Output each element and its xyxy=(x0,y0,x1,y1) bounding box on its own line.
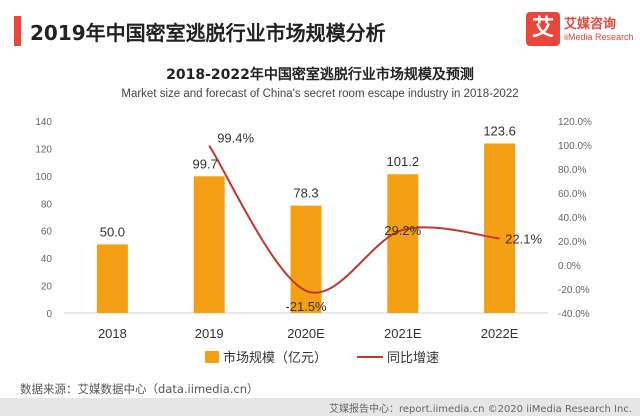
x-tick-label: 2020E xyxy=(287,326,325,341)
y-left-tick-label: 0 xyxy=(46,309,52,320)
iimedia-logo: 艾 艾媒咨询 iiMedia Research xyxy=(526,12,636,52)
footer-text: 艾媒报告中心：report.iimedia.cn ©2020 iiMedia R… xyxy=(328,404,632,415)
growth-rate-line xyxy=(208,145,500,294)
bar xyxy=(484,143,516,313)
y-right-tick-label: 120.0% xyxy=(558,117,592,128)
y-left-tick-label: 80 xyxy=(41,199,53,210)
bar-value-label: 123.6 xyxy=(483,123,516,138)
y-right-tick-label: 0.0% xyxy=(558,261,581,272)
legend-bar-label: 市场规模（亿元） xyxy=(223,351,328,366)
header: 2019年中国密室逃脱行业市场规模分析 艾 艾媒咨询 iiMedia Resea… xyxy=(0,0,640,50)
bar-value-label: 101.2 xyxy=(387,154,420,169)
legend-bar-swatch xyxy=(205,351,219,363)
bar xyxy=(290,205,322,313)
logo-icon: 艾 xyxy=(526,12,560,46)
legend-line-swatch xyxy=(357,356,384,358)
chart-title: 2018-2022年中国密室逃脱行业市场规模及预测 xyxy=(166,67,474,83)
growth-value-label: 22.1% xyxy=(505,231,542,246)
legend-line-label: 同比增速 xyxy=(387,351,440,366)
y-left-tick-label: 20 xyxy=(41,282,53,293)
bar-value-label: 78.3 xyxy=(293,186,318,201)
y-left-tick-label: 60 xyxy=(41,227,53,238)
x-tick-label: 2021E xyxy=(384,326,422,341)
y-left-tick-label: 120 xyxy=(35,144,52,155)
bar xyxy=(387,174,419,313)
bar-value-label: 99.7 xyxy=(193,156,218,171)
y-right-tick-label: -40.0% xyxy=(558,309,590,320)
chart-subtitle: Market size and forecast of China's secr… xyxy=(121,88,519,100)
logo-en-text: iiMedia Research xyxy=(564,32,634,42)
chart-legend: 市场规模（亿元） 同比增速 xyxy=(205,347,439,367)
y-right-tick-label: 20.0% xyxy=(558,237,586,248)
page-title: 2019年中国密室逃脱行业市场规模分析 xyxy=(30,21,386,45)
growth-value-label: -21.5% xyxy=(285,299,327,314)
y-right-tick-label: 40.0% xyxy=(558,213,586,224)
logo-cn-text: 艾媒咨询 xyxy=(564,17,617,32)
y-left-tick-label: 40 xyxy=(41,254,53,265)
bar-value-label: 50.0 xyxy=(100,224,125,239)
x-tick-label: 2018 xyxy=(98,326,127,341)
bar xyxy=(193,176,225,313)
growth-value-label: 29.2% xyxy=(384,223,421,238)
y-right-tick-label: 80.0% xyxy=(558,165,586,176)
footer-bar: 艾媒报告中心：report.iimedia.cn ©2020 iiMedia R… xyxy=(0,398,640,416)
y-left-tick-label: 140 xyxy=(35,117,52,128)
x-tick-label: 2022E xyxy=(481,326,519,341)
growth-value-label: 99.4% xyxy=(217,131,254,146)
y-right-tick-label: -20.0% xyxy=(558,285,590,296)
data-source: 数据来源：艾媒数据中心（data.iimedia.cn） xyxy=(20,382,259,396)
y-left-tick-label: 100 xyxy=(35,172,52,183)
y-right-tick-label: 60.0% xyxy=(558,189,586,200)
y-right-tick-label: 100.0% xyxy=(558,141,592,152)
title-accent-bar xyxy=(14,16,21,46)
x-tick-label: 2019 xyxy=(195,326,224,341)
bar xyxy=(96,244,128,313)
